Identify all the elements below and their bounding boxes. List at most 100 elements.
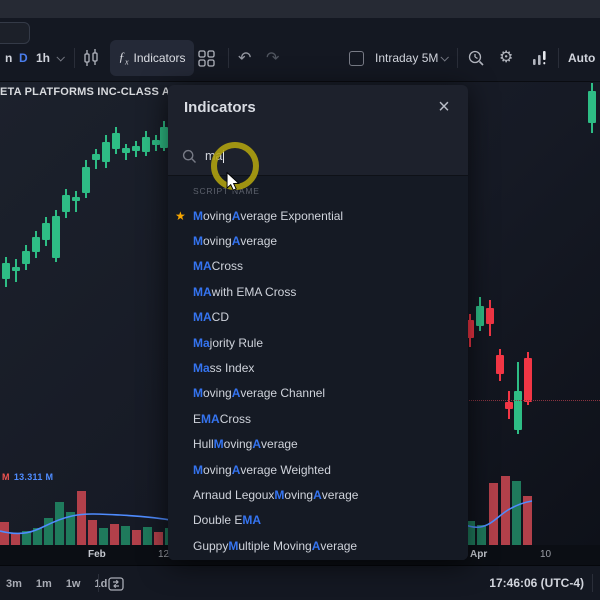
undo-button[interactable]: ↶	[238, 44, 251, 72]
time-axis-label: Feb	[88, 549, 106, 560]
item-text: oving	[203, 386, 232, 401]
item-text: Hull	[193, 437, 214, 452]
indicator-list-item[interactable]: Ma ss Index	[168, 355, 468, 380]
interval-dropdown-button[interactable]	[56, 44, 65, 72]
candle	[52, 216, 60, 258]
item-text: with EMA Cross	[211, 284, 297, 299]
layout-dropdown-button[interactable]	[440, 44, 449, 72]
indicators-button[interactable]: ƒx Indicators	[110, 40, 194, 76]
match-highlight: A	[231, 462, 241, 477]
item-text: Cross	[219, 411, 252, 426]
item-text: Guppy	[193, 538, 229, 553]
candle	[82, 167, 90, 193]
match-highlight: M	[274, 487, 285, 502]
volume-ma-value: 13.311 M	[13, 472, 54, 482]
range-button-1w[interactable]: 1w	[65, 578, 81, 590]
object-tree-button[interactable]	[531, 44, 549, 72]
indicator-list-item[interactable]: E MA Cross	[168, 406, 468, 431]
item-text: verage Exponential	[240, 208, 344, 223]
candle	[486, 308, 494, 324]
volume-value: M	[2, 472, 10, 482]
search-icon	[182, 149, 196, 163]
bottom-toolbar: 3m 1m 1w 1d 17:46:06 (UTC-4)	[0, 565, 600, 600]
replay-clock-icon	[468, 50, 484, 66]
range-button-1d[interactable]: 1d	[94, 578, 108, 590]
candle	[476, 306, 484, 326]
symbol-button-partial[interactable]	[0, 22, 30, 44]
match-highlight: Ma	[193, 361, 210, 376]
match-highlight: A	[231, 208, 241, 223]
item-text: oving	[203, 234, 232, 249]
indicator-list-item[interactable]: Double E MA	[168, 508, 468, 533]
indicator-list-item[interactable]: MA CD	[168, 305, 468, 330]
favorite-star-icon[interactable]: ★	[175, 209, 186, 223]
volume-bar	[99, 528, 108, 548]
volume-bar	[44, 518, 53, 548]
interval-1h-button[interactable]: 1h	[36, 51, 51, 65]
candle	[505, 402, 513, 409]
bar-replay-button[interactable]	[467, 44, 485, 72]
layout-grid-button[interactable]	[198, 44, 215, 72]
checkbox-icon	[349, 50, 364, 66]
volume-bar	[121, 526, 130, 548]
undo-icon: ↶	[238, 50, 252, 67]
candle	[132, 146, 140, 151]
range-button-3m[interactable]: 3m	[6, 578, 22, 590]
date-range-buttons: 3m 1m 1w 1d	[6, 575, 107, 593]
symbol-title: ETA PLATFORMS INC-CLASS A ·	[0, 86, 177, 98]
volume-bar	[489, 483, 498, 548]
item-text: verage	[321, 487, 359, 502]
indicators-button-label: Indicators	[133, 51, 186, 65]
match-highlight: M	[193, 386, 203, 401]
indicator-list-item[interactable]: MA with EMA Cross	[168, 279, 468, 304]
time-axis-label: 10	[540, 549, 552, 560]
indicator-list-item[interactable]: MA Cross	[168, 254, 468, 279]
toolbar-divider	[228, 48, 229, 68]
match-highlight: M	[193, 208, 203, 223]
mouse-cursor	[226, 172, 240, 191]
interval-1d-button[interactable]: D	[19, 51, 28, 65]
redo-button[interactable]: ↷	[266, 44, 279, 72]
session-clock[interactable]: 17:46:06 (UTC-4)	[489, 576, 584, 590]
bottom-divider	[98, 574, 99, 592]
candle	[22, 251, 30, 264]
candle	[12, 267, 20, 271]
settings-button[interactable]: ⚙	[499, 44, 513, 72]
volume-bar	[501, 476, 510, 548]
layout-name-label[interactable]: Intraday 5M	[375, 51, 439, 65]
candle	[42, 223, 50, 240]
match-highlight: A	[311, 538, 321, 553]
gear-icon: ⚙	[499, 49, 514, 66]
item-text: oving	[203, 208, 232, 223]
item-text: ss Index	[209, 361, 255, 376]
interval-partial[interactable]: n	[5, 51, 13, 65]
volume-bar	[466, 521, 475, 548]
last-price-line	[452, 400, 600, 401]
save-layout-checkbox[interactable]	[349, 44, 364, 72]
go-to-date-button[interactable]	[107, 575, 125, 593]
close-button[interactable]: ×	[430, 93, 458, 121]
volume-bar	[11, 533, 20, 548]
chevron-down-icon	[440, 53, 449, 62]
candle	[524, 358, 532, 402]
auto-scale-button[interactable]: Auto	[568, 51, 596, 65]
candle	[152, 140, 160, 145]
range-button-1m[interactable]: 1m	[35, 578, 52, 590]
indicator-list-item[interactable]: Ma jority Rule	[168, 330, 468, 355]
candle	[62, 195, 70, 212]
fx-icon: ƒx	[118, 49, 129, 67]
match-highlight: A	[313, 487, 322, 502]
match-highlight: MA	[193, 310, 212, 325]
chart-type-button[interactable]	[82, 44, 100, 72]
chevron-down-icon	[56, 53, 65, 62]
volume-bar	[143, 527, 152, 548]
candle	[72, 197, 80, 201]
